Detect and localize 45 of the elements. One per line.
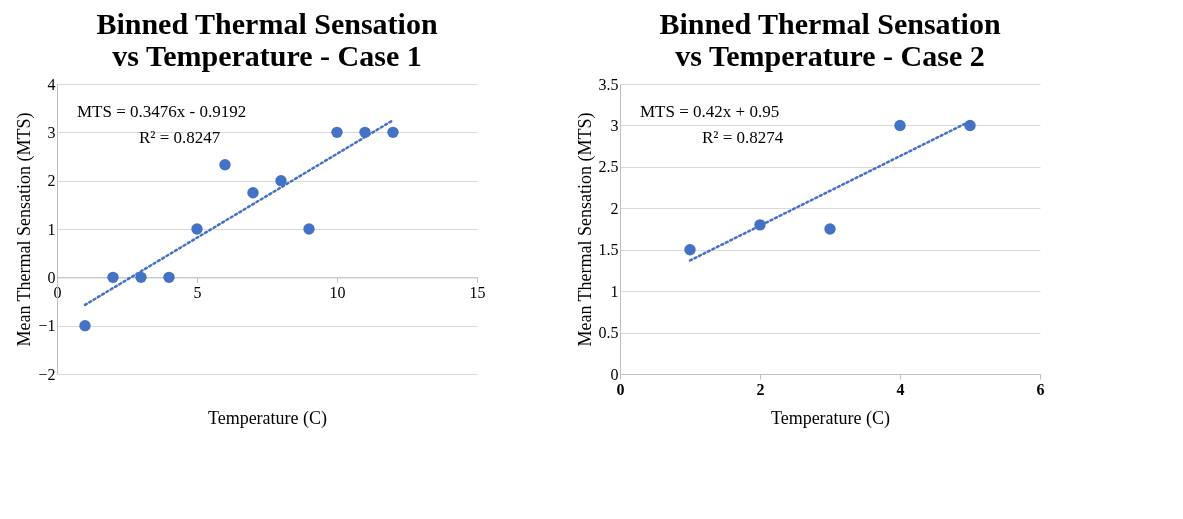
point: [135, 271, 147, 284]
y-tick-label: 0.5: [598, 324, 619, 342]
x-tick-label: 15: [469, 283, 486, 301]
point: [824, 223, 836, 235]
point: [387, 126, 399, 139]
annotation: MTS = 0.3476x - 0.9192: [77, 102, 247, 121]
y-tick-label: −1: [38, 317, 56, 335]
x-tick-label: 10: [329, 283, 346, 301]
x-tick-label: 6: [1036, 380, 1045, 398]
point: [247, 187, 259, 199]
y-axis-title: Mean Thermal Sensation (MTS): [14, 112, 36, 347]
point: [303, 223, 315, 235]
point: [107, 271, 119, 284]
x-tick-label: 2: [756, 380, 765, 398]
chart-title: Binned Thermal Sensation vs Temperature - Case 1: [96, 7, 438, 72]
point: [79, 319, 91, 332]
y-tick-label: 1: [610, 282, 619, 300]
x-axis-title: Temperature (C): [770, 407, 891, 429]
y-tick-label: 0: [47, 268, 56, 286]
x-tick-label: 4: [896, 380, 905, 398]
point: [219, 159, 231, 171]
y-axis-title: Mean Thermal Sensation (MTS): [574, 112, 596, 347]
y-tick-label: −2: [38, 365, 56, 383]
annotation: R² = 0.8274: [702, 128, 784, 147]
y-tick-label: 4: [47, 75, 56, 93]
annotation: MTS = 0.42x + 0.95: [640, 102, 780, 121]
y-tick-label: 1.5: [598, 241, 619, 259]
point: [684, 244, 696, 256]
x-tick-label: 5: [193, 283, 202, 301]
y-tick-label: 3: [610, 116, 619, 134]
chart-title: Binned Thermal Sensation vs Temperature - Case 2: [659, 7, 1001, 72]
point: [191, 223, 203, 235]
y-tick-label: 2: [47, 172, 56, 190]
point: [275, 174, 287, 187]
x-axis-title: Temperature (C): [207, 407, 328, 429]
point: [331, 126, 343, 139]
y-tick-label: 2.5: [598, 158, 619, 176]
y-tick-label: 3.5: [598, 75, 619, 93]
y-tick-label: 1: [47, 220, 56, 238]
point: [163, 271, 175, 284]
y-tick-label: 3: [47, 123, 56, 141]
annotation: R² = 0.8247: [139, 128, 221, 147]
y-tick-label: 0: [610, 365, 619, 383]
point: [894, 119, 906, 132]
y-tick-label: 2: [610, 199, 619, 217]
